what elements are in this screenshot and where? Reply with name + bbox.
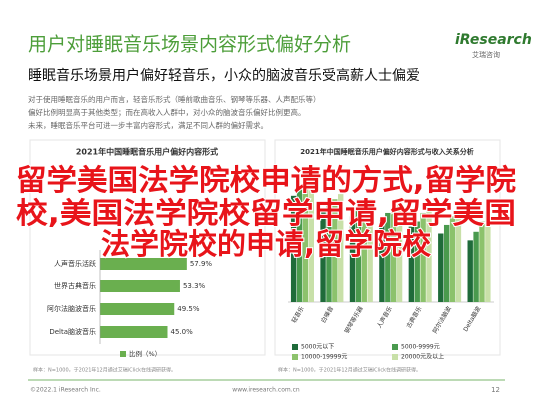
- legend-swatch: [292, 344, 298, 350]
- legend-swatch: [292, 354, 298, 360]
- title: 用户对睡眠音乐场景内容形式偏好分析: [28, 34, 351, 56]
- source: 样本：N=1000，于2021年12月通过艾瑞iClick在线调研获得。: [278, 367, 421, 374]
- bar: [391, 207, 397, 302]
- bar: [100, 326, 168, 338]
- bar: [449, 216, 456, 302]
- bar: [100, 303, 175, 315]
- bar: [473, 231, 479, 302]
- bar: [479, 221, 485, 302]
- footer-copyright: ©2022.1 iResearch Inc.: [30, 387, 101, 394]
- legend-swatch: [120, 351, 126, 357]
- charts: 人声音乐活跃 57.9% 世界古典音乐 53.3% 阿尔法脑波音乐 49.5% Delta脑…: [33, 178, 494, 374]
- bar: [396, 202, 403, 302]
- bar: [455, 204, 462, 302]
- bar: [355, 209, 362, 302]
- chart-title: 2021年中国睡眠音乐用户偏好内容形式: [76, 147, 218, 157]
- bar: [408, 226, 415, 302]
- category-label: Delta脑波音乐: [49, 327, 96, 336]
- bar: [320, 207, 326, 302]
- category-label: 阿尔法脑波音乐: [47, 304, 96, 313]
- logo-sub: 艾瑞咨询: [472, 50, 500, 59]
- left-panel: [29, 139, 266, 356]
- bar: [438, 233, 444, 302]
- bar: [332, 199, 338, 302]
- bar: [385, 212, 391, 302]
- legend-label: 20000元及以上: [401, 353, 444, 361]
- bar: [420, 212, 426, 302]
- paragraph: 对于使用睡眠音乐的用户而言，轻音乐形式（睡前歌曲音乐、钢琴等乐器、人声配乐等）: [28, 94, 321, 104]
- bar: [290, 195, 297, 302]
- subtitle: 睡眠音乐场景用户偏好轻音乐，小众的脑波音乐受高薪人士偏爱: [28, 67, 420, 84]
- value-label: 53.3%: [183, 282, 206, 290]
- bar: [361, 204, 367, 302]
- value-label: 49.5%: [177, 305, 200, 313]
- bar: [302, 182, 309, 302]
- right-panel: [274, 139, 501, 356]
- bar: [467, 240, 473, 302]
- value-label: 57.9%: [190, 260, 213, 268]
- paragraph: 偏好比例明显高于其他类型；而在高收入人群中，对小众的脑波音乐偏好比例更高。: [28, 107, 306, 117]
- legend-label: 10000-19999元: [301, 354, 347, 361]
- legend-label: 5000元以下: [301, 344, 334, 351]
- bar: [338, 194, 344, 302]
- source: 样本：N=1000，于2021年12月通过艾瑞iClick在线调研获得。: [33, 367, 176, 374]
- bar: [367, 199, 373, 302]
- category-label: 世界古典音乐: [54, 281, 96, 290]
- legend-swatch: [392, 354, 398, 360]
- page-number: 12: [491, 386, 500, 394]
- legend-swatch: [392, 344, 398, 350]
- legend-label: 比例（%）: [129, 349, 161, 358]
- bar: [100, 258, 187, 270]
- overlay-text: 留学美国法学院校申请的方式,留学院: [16, 163, 516, 197]
- bar: [443, 224, 450, 302]
- paragraph: 未来，睡眠音乐平台可进一步丰富内容形式，满足不同人群的偏好需求。: [28, 120, 268, 130]
- legend-label: 5000-9999元: [401, 344, 440, 351]
- bar: [100, 280, 180, 292]
- footer-url: www.iresearch.com.cn: [232, 387, 300, 394]
- overlay: 留学美国法学院校申请的方式,留学院校,美国法学院校留学申请,留学美国法学院校的申…: [15, 162, 517, 262]
- overlay-text: 法学院校的申请,留学院校: [101, 227, 431, 261]
- chart-title: 2021年中国睡眠音乐用户偏好内容形式与收入关系分析: [300, 147, 473, 156]
- bar: [379, 219, 385, 302]
- bar: [414, 221, 420, 302]
- bar: [296, 188, 303, 302]
- bar: [326, 202, 332, 302]
- bar: [426, 206, 432, 302]
- value-label: 45.0%: [171, 328, 194, 336]
- bar: [349, 216, 356, 302]
- logo: iResearch: [455, 32, 532, 48]
- bar: [308, 178, 314, 302]
- overlay-text: 校,美国法学院校留学申请,留学美国: [16, 196, 516, 230]
- category-label: 人声音乐活跃: [54, 259, 96, 268]
- bar: [485, 211, 491, 302]
